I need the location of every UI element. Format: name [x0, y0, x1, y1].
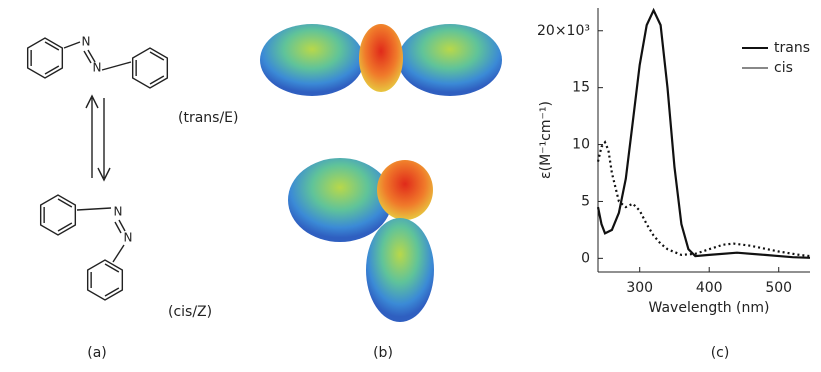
surface — [377, 160, 433, 220]
legend-label: trans — [774, 40, 810, 56]
figure: NNNN (trans/E) (cis/Z) (a) (b) (c) 05101… — [0, 0, 821, 372]
panel-label: (a) — [87, 345, 107, 361]
double-bond — [58, 223, 72, 231]
double-bond — [105, 264, 119, 272]
bond — [77, 208, 111, 210]
double-bond — [150, 52, 164, 60]
page: NNNN (trans/E) (cis/Z) (a) (b) (c) 05101… — [0, 0, 821, 372]
x-tick-label: 400 — [696, 280, 723, 296]
y-axis-label: ε(M⁻¹cm⁻¹) — [538, 101, 554, 179]
double-bond — [45, 42, 59, 50]
atom-label: N — [114, 205, 123, 219]
bond — [102, 62, 131, 70]
legend-label: cis — [774, 60, 793, 76]
x-tick-label: 300 — [626, 280, 653, 296]
chart: 0 5 10 15 20×10³ 300 400 500 Wavelength (nm) ε(M⁻… — [537, 8, 810, 316]
benzene-ring — [88, 260, 123, 300]
atom-label: N — [93, 61, 102, 75]
double-bond — [105, 288, 119, 296]
atom-label: N — [82, 35, 91, 49]
bond — [113, 245, 124, 262]
panel-label: (c) — [711, 345, 730, 361]
double-bond — [45, 66, 59, 74]
y-tick-label: 15 — [572, 80, 590, 96]
cis-label: (cis/Z) — [168, 304, 212, 320]
bond — [115, 222, 121, 233]
bond — [64, 42, 80, 48]
panel-label: (b) — [373, 345, 393, 361]
benzene-ring — [28, 38, 63, 78]
y-tick-label: 20×10³ — [537, 23, 590, 39]
double-bond — [58, 199, 72, 207]
surface — [366, 218, 434, 322]
series-line — [598, 142, 810, 256]
surface — [288, 158, 392, 242]
double-bond — [150, 76, 164, 84]
surfaces — [260, 24, 502, 322]
x-axis-label: Wavelength (nm) — [649, 300, 770, 316]
surface — [260, 24, 364, 96]
surface — [359, 24, 403, 92]
y-tick-label: 0 — [581, 250, 590, 266]
bond — [119, 220, 125, 231]
benzene-ring — [41, 195, 76, 235]
trans-label: (trans/E) — [178, 110, 238, 126]
x-tick-label: 500 — [765, 280, 792, 296]
y-tick-label: 5 — [581, 193, 590, 209]
atom-label: N — [124, 231, 133, 245]
y-tick-label: 10 — [572, 137, 590, 153]
benzene-ring — [133, 48, 168, 88]
surface — [398, 24, 502, 96]
